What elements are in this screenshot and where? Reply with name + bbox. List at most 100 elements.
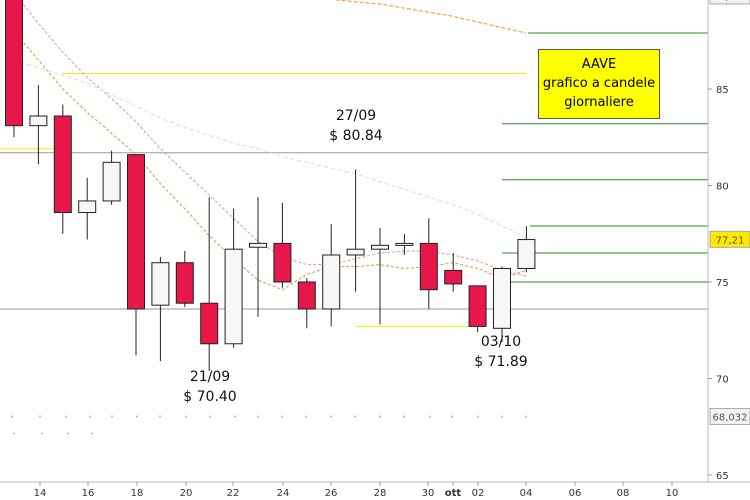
candle xyxy=(224,208,243,348)
date-tick-label: 04 xyxy=(520,488,533,499)
grid-dot xyxy=(64,415,68,418)
chart-title-box: AAVE grafico a candele giornaliere xyxy=(538,49,660,119)
date-tick-label: 06 xyxy=(569,488,582,499)
candle xyxy=(5,0,23,138)
grid-dot xyxy=(233,415,237,418)
title-line-1: AAVE xyxy=(581,57,617,72)
moving-averages xyxy=(13,0,527,291)
candle-body-bear xyxy=(273,242,292,283)
candle-body-bear xyxy=(175,262,194,304)
grid-dot xyxy=(280,415,284,418)
date-axis: 14 16 18 20 22 24 26 28 30 ott 02 04 06 08 10 xyxy=(0,481,750,499)
grid-dot xyxy=(12,432,16,435)
price-tick-label: 75 xyxy=(716,278,729,289)
annotation-low-1-price: $ 70.40 xyxy=(183,389,237,405)
candle-body-bull xyxy=(151,262,170,306)
candle xyxy=(102,150,121,205)
grid-dot xyxy=(353,415,357,418)
candle xyxy=(151,256,170,362)
date-tick-label: ott xyxy=(445,488,462,499)
grid-dot xyxy=(402,415,406,418)
price-label-top: 89,821 xyxy=(713,0,748,3)
candle-body-bull xyxy=(346,248,365,256)
date-tick-label: 20 xyxy=(180,488,193,499)
grid-dot xyxy=(110,415,114,418)
candle xyxy=(371,227,389,325)
candle-body-bull xyxy=(102,161,121,202)
grid-dot xyxy=(88,415,92,418)
annotation-low-1-date: 21/09 xyxy=(189,369,231,385)
candle-body-bear xyxy=(5,0,23,127)
date-tick-label: 14 xyxy=(34,488,47,499)
annotation-low-2-date: 03/10 xyxy=(480,334,522,350)
grid-dot xyxy=(38,415,42,418)
price-label-current: 77,21 xyxy=(716,235,745,246)
horizontal-levels xyxy=(0,32,708,435)
candle-body-bear xyxy=(53,115,72,214)
grid-dot xyxy=(184,415,188,418)
grid-dot xyxy=(428,415,432,418)
candle-body-bull xyxy=(395,242,414,246)
candle-body-bear xyxy=(297,281,316,310)
candle xyxy=(175,251,194,308)
grid-dot xyxy=(304,415,308,418)
candle-body-bull xyxy=(322,254,341,310)
price-tick-label: 80 xyxy=(716,182,729,193)
grid-dot xyxy=(524,415,528,418)
candle-body-bull xyxy=(371,244,389,250)
moving-average-ma_short xyxy=(13,30,527,291)
candle-body-bear xyxy=(444,269,463,285)
candle-body-bull xyxy=(493,267,511,329)
candle xyxy=(468,285,487,333)
candle xyxy=(78,177,97,240)
price-label-bottom-box xyxy=(709,407,750,425)
price-tick-label: 85 xyxy=(716,85,729,96)
moving-average-ma_slow xyxy=(331,0,527,34)
annotation-high-date: 27/09 xyxy=(335,108,377,124)
price-tick-label: 65 xyxy=(716,471,729,482)
candle xyxy=(53,104,72,234)
candle xyxy=(346,169,365,292)
grid-dot xyxy=(500,415,504,418)
candle xyxy=(444,253,463,292)
date-tick-label: 02 xyxy=(472,488,485,499)
grid-dot xyxy=(476,415,480,418)
candle xyxy=(419,218,438,310)
candle-body-bull xyxy=(249,242,267,248)
grid-dot xyxy=(256,415,260,418)
price-axis: 65 70 75 80 85 89,821 77,21 68,032 xyxy=(707,0,750,482)
price-tick-label: 70 xyxy=(716,375,729,386)
price-label-current-box xyxy=(709,230,750,248)
candle xyxy=(395,233,414,255)
candle-body-bull xyxy=(78,200,97,214)
candle xyxy=(322,224,341,327)
annotation-low-2: 03/10 $ 71.89 xyxy=(461,332,541,372)
moving-average-ma_mid xyxy=(13,59,527,239)
candle-body-bull xyxy=(224,248,243,345)
candle-body-bear xyxy=(127,154,145,310)
candle-body-bear xyxy=(419,242,438,291)
grid-dot xyxy=(40,432,44,435)
date-tick-label: 08 xyxy=(617,488,630,499)
grid-dot xyxy=(208,415,212,418)
grid-dot xyxy=(158,415,162,418)
candle xyxy=(29,85,48,165)
candles xyxy=(5,0,536,371)
annotation-high: 27/09 $ 80.84 xyxy=(316,106,396,146)
grid-dot xyxy=(10,415,14,418)
grid-dot xyxy=(90,432,94,435)
price-label-bottom: 68,032 xyxy=(713,412,748,423)
candle-body-bull xyxy=(29,115,48,127)
date-tick-label: 28 xyxy=(374,488,387,499)
candle xyxy=(493,266,511,343)
grid-dot xyxy=(450,415,454,418)
candle-body-bear xyxy=(468,285,487,327)
date-tick-label: 26 xyxy=(325,488,338,499)
annotation-low-2-price: $ 71.89 xyxy=(474,354,528,370)
grid-dot xyxy=(135,415,139,418)
grid-dot xyxy=(66,432,70,435)
date-tick-label: 22 xyxy=(227,488,240,499)
candle xyxy=(249,197,267,317)
grid-dot xyxy=(329,415,333,418)
candle-body-bear xyxy=(200,302,219,345)
